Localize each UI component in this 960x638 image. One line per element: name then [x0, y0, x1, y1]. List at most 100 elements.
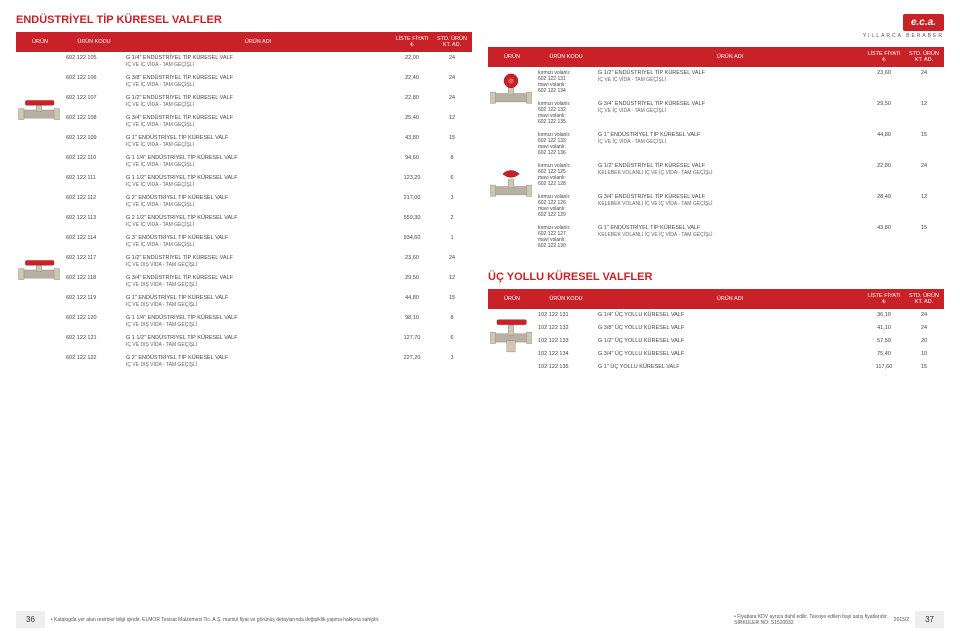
qty-cell: 15 — [432, 292, 472, 312]
table-row: kırmızı volanlı:602 122 127mavi volanlı:… — [488, 222, 944, 253]
th-fiyat: LİSTE FİYATI ₺ — [864, 47, 904, 67]
qty-cell: 6 — [432, 332, 472, 352]
th-adi: ÜRÜN ADI — [124, 32, 392, 52]
desc-sub: İÇ VE İÇ VİDA - TAM GEÇİŞLİ — [598, 108, 862, 114]
table-row: kırmızı volanlı:602 122 133mavi volanlı:… — [488, 129, 944, 160]
variant-label: 602 122 128 — [538, 181, 594, 187]
product-image-cell — [488, 67, 536, 160]
code-cell: kırmızı volanlı:602 122 127mavi volanlı:… — [536, 222, 596, 253]
three-way-table: ÜRÜN ÜRÜN KODU ÜRÜN ADI LİSTE FİYATI ₺ S… — [488, 289, 944, 374]
footer-left: 36 • Katalogda yer alan resimler bilgi i… — [16, 611, 379, 628]
code-cell: kırmızı volanlı:602 122 126mavi volanlı:… — [536, 191, 596, 222]
desc-sub: İÇ VE İÇ VİDA - TAM GEÇİŞLİ — [126, 182, 390, 188]
th-kodu: ÜRÜN KODU — [536, 289, 596, 309]
variant-label: 602 122 135 — [538, 119, 594, 125]
valve-icon — [18, 255, 60, 285]
table-row: 602 122 113 G 2 1/2" ENDÜSTRİYEL TİP KÜR… — [16, 212, 472, 232]
desc-cell: G 2" ENDÜSTRİYEL TİP KÜRESEL VALFİÇ VE D… — [124, 352, 392, 372]
desc-sub: İÇ VE İÇ VİDA - TAM GEÇİŞLİ — [126, 142, 390, 148]
th-kodu: ÜRÜN KODU — [64, 32, 124, 52]
th-adet: STD. ÜRÜN KT. AD. — [904, 47, 944, 67]
desc-cell: G 1 1/2" ENDÜSTRİYEL TİP KÜRESEL VALFİÇ … — [124, 172, 392, 192]
price-cell: 217,00 — [392, 192, 432, 212]
section-title-industrial: ENDÜSTRİYEL TİP KÜRESEL VALFLER — [16, 14, 472, 26]
desc-cell: G 3/4" ENDÜSTRİYEL TİP KÜRESEL VALFİÇ VE… — [124, 112, 392, 132]
code-cell: 602 122 122 — [64, 352, 124, 372]
code-cell: 602 122 117 — [64, 252, 124, 272]
table-row: 102 122 134 G 3/4" ÜÇ YOLLU KÜRESEL VALF… — [488, 348, 944, 361]
desc-cell: G 3/4" ÜÇ YOLLU KÜRESEL VALF — [596, 348, 864, 361]
price-cell: 117,60 — [864, 361, 904, 374]
th-fiyat: LİSTE FİYATI ₺ — [392, 32, 432, 52]
valve-icon — [18, 95, 60, 125]
qty-cell: 12 — [904, 191, 944, 222]
desc-cell: G 1" ENDÜSTRİYEL TİP KÜRESEL VALFİÇ VE İ… — [124, 132, 392, 152]
price-cell: 28,40 — [864, 191, 904, 222]
table-row: 102 122 131 G 1/4" ÜÇ YOLLU KÜRESEL VALF… — [488, 309, 944, 322]
qty-cell: 12 — [432, 272, 472, 292]
table-row: 602 122 120 G 1 1/4" ENDÜSTRİYEL TİP KÜR… — [16, 312, 472, 332]
qty-cell: 10 — [904, 348, 944, 361]
desc-cell: G 2 1/2" ENDÜSTRİYEL TİP KÜRESEL VALFİÇ … — [124, 212, 392, 232]
th-kodu: ÜRÜN KODU — [536, 47, 596, 67]
qty-cell: 24 — [432, 252, 472, 272]
desc-cell: G 1 1/4" ENDÜSTRİYEL TİP KÜRESEL VALFİÇ … — [124, 312, 392, 332]
product-image-cell — [16, 92, 64, 172]
code-cell: kırmızı volanlı:602 122 132mavi volanlı:… — [536, 98, 596, 129]
desc-sub: İÇ VE DIŞ VİDA - TAM GEÇİŞLİ — [126, 362, 390, 368]
desc-sub: İÇ VE İÇ VİDA - TAM GEÇİŞLİ — [126, 202, 390, 208]
qty-cell: 3 — [432, 352, 472, 372]
table-row: 602 122 114 G 3" ENDÜSTRİYEL TİP KÜRESEL… — [16, 232, 472, 252]
price-cell: 934,60 — [392, 232, 432, 252]
desc-cell: G 3/4" ENDÜSTRİYEL TİP KÜRESEL VALFKELEB… — [596, 191, 864, 222]
desc-sub: İÇ VE İÇ VİDA - TAM GEÇİŞLİ — [598, 77, 862, 83]
desc-cell: G 1" ENDÜSTRİYEL TİP KÜRESEL VALFİÇ VE D… — [124, 292, 392, 312]
qty-cell: 24 — [904, 309, 944, 322]
table-row: 602 122 110 G 1 1/4" ENDÜSTRİYEL TİP KÜR… — [16, 152, 472, 172]
qty-cell: 24 — [904, 67, 944, 98]
section-title-three-way: ÜÇ YOLLU KÜRESEL VALFLER — [488, 271, 944, 283]
qty-cell: 8 — [432, 152, 472, 172]
product-image-cell — [16, 52, 64, 72]
price-cell: 22,40 — [392, 72, 432, 92]
desc-cell: G 1" ENDÜSTRİYEL TİP KÜRESEL VALFKELEBEK… — [596, 222, 864, 253]
brand-tagline: YILLARCA BERABER — [488, 33, 944, 39]
price-cell: 25,40 — [392, 112, 432, 132]
desc-cell: G 1/2" ENDÜSTRİYEL TİP KÜRESEL VALFİÇ VE… — [124, 92, 392, 112]
qty-cell: 6 — [432, 172, 472, 192]
desc-cell: G 1/2" ÜÇ YOLLU KÜRESEL VALF — [596, 335, 864, 348]
product-image-cell — [488, 309, 536, 374]
code-cell: 602 122 113 — [64, 212, 124, 232]
code-cell: 602 122 105 — [64, 52, 124, 72]
code-cell: 602 122 110 — [64, 152, 124, 172]
qty-cell: 3 — [432, 192, 472, 212]
price-cell: 43,80 — [392, 132, 432, 152]
table-row: kırmızı volanlı:602 122 126mavi volanlı:… — [488, 191, 944, 222]
desc-sub: İÇ VE İÇ VİDA - TAM GEÇİŞLİ — [126, 82, 390, 88]
variant-label: 602 122 134 — [538, 88, 594, 94]
table-row: 602 122 108 G 3/4" ENDÜSTRİYEL TİP KÜRES… — [16, 112, 472, 132]
qty-cell: 24 — [432, 52, 472, 72]
table-row: kırmızı volanlı:602 122 131mavi volanlı:… — [488, 67, 944, 98]
code-cell: 602 122 118 — [64, 272, 124, 292]
desc-cell: G 1/4" ÜÇ YOLLU KÜRESEL VALF — [596, 309, 864, 322]
desc-cell: G 3/8" ENDÜSTRİYEL TİP KÜRESEL VALFİÇ VE… — [124, 72, 392, 92]
th-urun: ÜRÜN — [16, 32, 64, 52]
desc-cell: G 1/2" ENDÜSTRİYEL TİP KÜRESEL VALFİÇ VE… — [124, 252, 392, 272]
desc-sub: İÇ VE DIŞ VİDA - TAM GEÇİŞLİ — [126, 262, 390, 268]
desc-cell: G 3/4" ENDÜSTRİYEL TİP KÜRESEL VALFİÇ VE… — [124, 272, 392, 292]
code-cell: 602 122 112 — [64, 192, 124, 212]
desc-sub: İÇ VE İÇ VİDA - TAM GEÇİŞLİ — [126, 62, 390, 68]
price-cell: 36,10 — [864, 309, 904, 322]
product-image-cell — [16, 232, 64, 252]
product-image-cell — [16, 192, 64, 212]
table-row: 602 122 105 G 1/4" ENDÜSTRİYEL TİP KÜRES… — [16, 52, 472, 72]
product-image-cell — [16, 172, 64, 192]
desc-sub: İÇ VE İÇ VİDA - TAM GEÇİŞLİ — [598, 139, 862, 145]
footer-right-date: 2015/2 — [894, 617, 909, 623]
qty-cell: 15 — [432, 132, 472, 152]
variant-label: 602 122 130 — [538, 243, 594, 249]
th-adet: STD. ÜRÜN KT. AD. — [904, 289, 944, 309]
price-cell: 123,20 — [392, 172, 432, 192]
qty-cell: 12 — [904, 98, 944, 129]
